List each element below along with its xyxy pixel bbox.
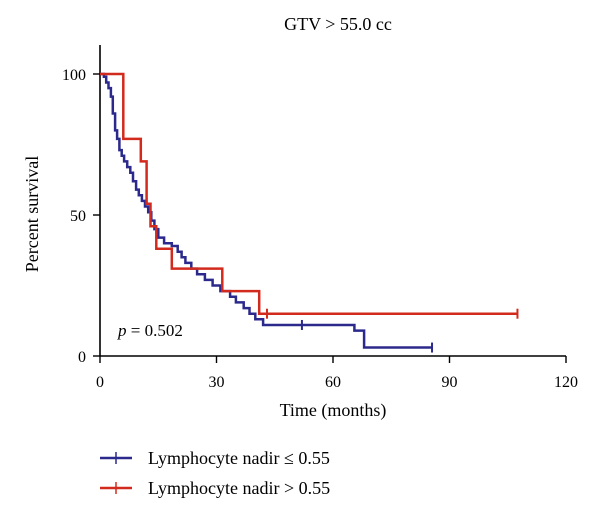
y-axis-title: Percent survival (22, 156, 42, 272)
p-value-annotation: p = 0.502 (117, 321, 183, 340)
chart-title: GTV > 55.0 cc (284, 14, 392, 34)
legend-item-red: Lymphocyte nadir > 0.55 (100, 478, 330, 498)
legend-label-red: Lymphocyte nadir > 0.55 (148, 478, 330, 498)
legend: Lymphocyte nadir ≤ 0.55 Lymphocyte nadir… (100, 448, 330, 498)
legend-label-blue: Lymphocyte nadir ≤ 0.55 (148, 448, 330, 468)
p-value-text: = 0.502 (127, 321, 183, 340)
x-axis-title: Time (months) (280, 400, 387, 421)
series-line-blue (100, 72, 432, 349)
x-tick-label-120: 120 (554, 374, 578, 391)
y-tick-label-50: 50 (70, 208, 86, 225)
legend-item-blue: Lymphocyte nadir ≤ 0.55 (100, 448, 330, 468)
x-tick-label-90: 90 (442, 374, 458, 391)
x-tick-label-60: 60 (325, 374, 341, 391)
p-value-symbol: p (117, 321, 127, 340)
y-tick-label-0: 0 (78, 349, 86, 366)
x-tick-label-30: 30 (209, 374, 225, 391)
x-tick-label-0: 0 (96, 374, 104, 391)
series-line-red (100, 72, 518, 315)
series-group (100, 72, 519, 353)
y-tick-label-100: 100 (62, 67, 86, 84)
